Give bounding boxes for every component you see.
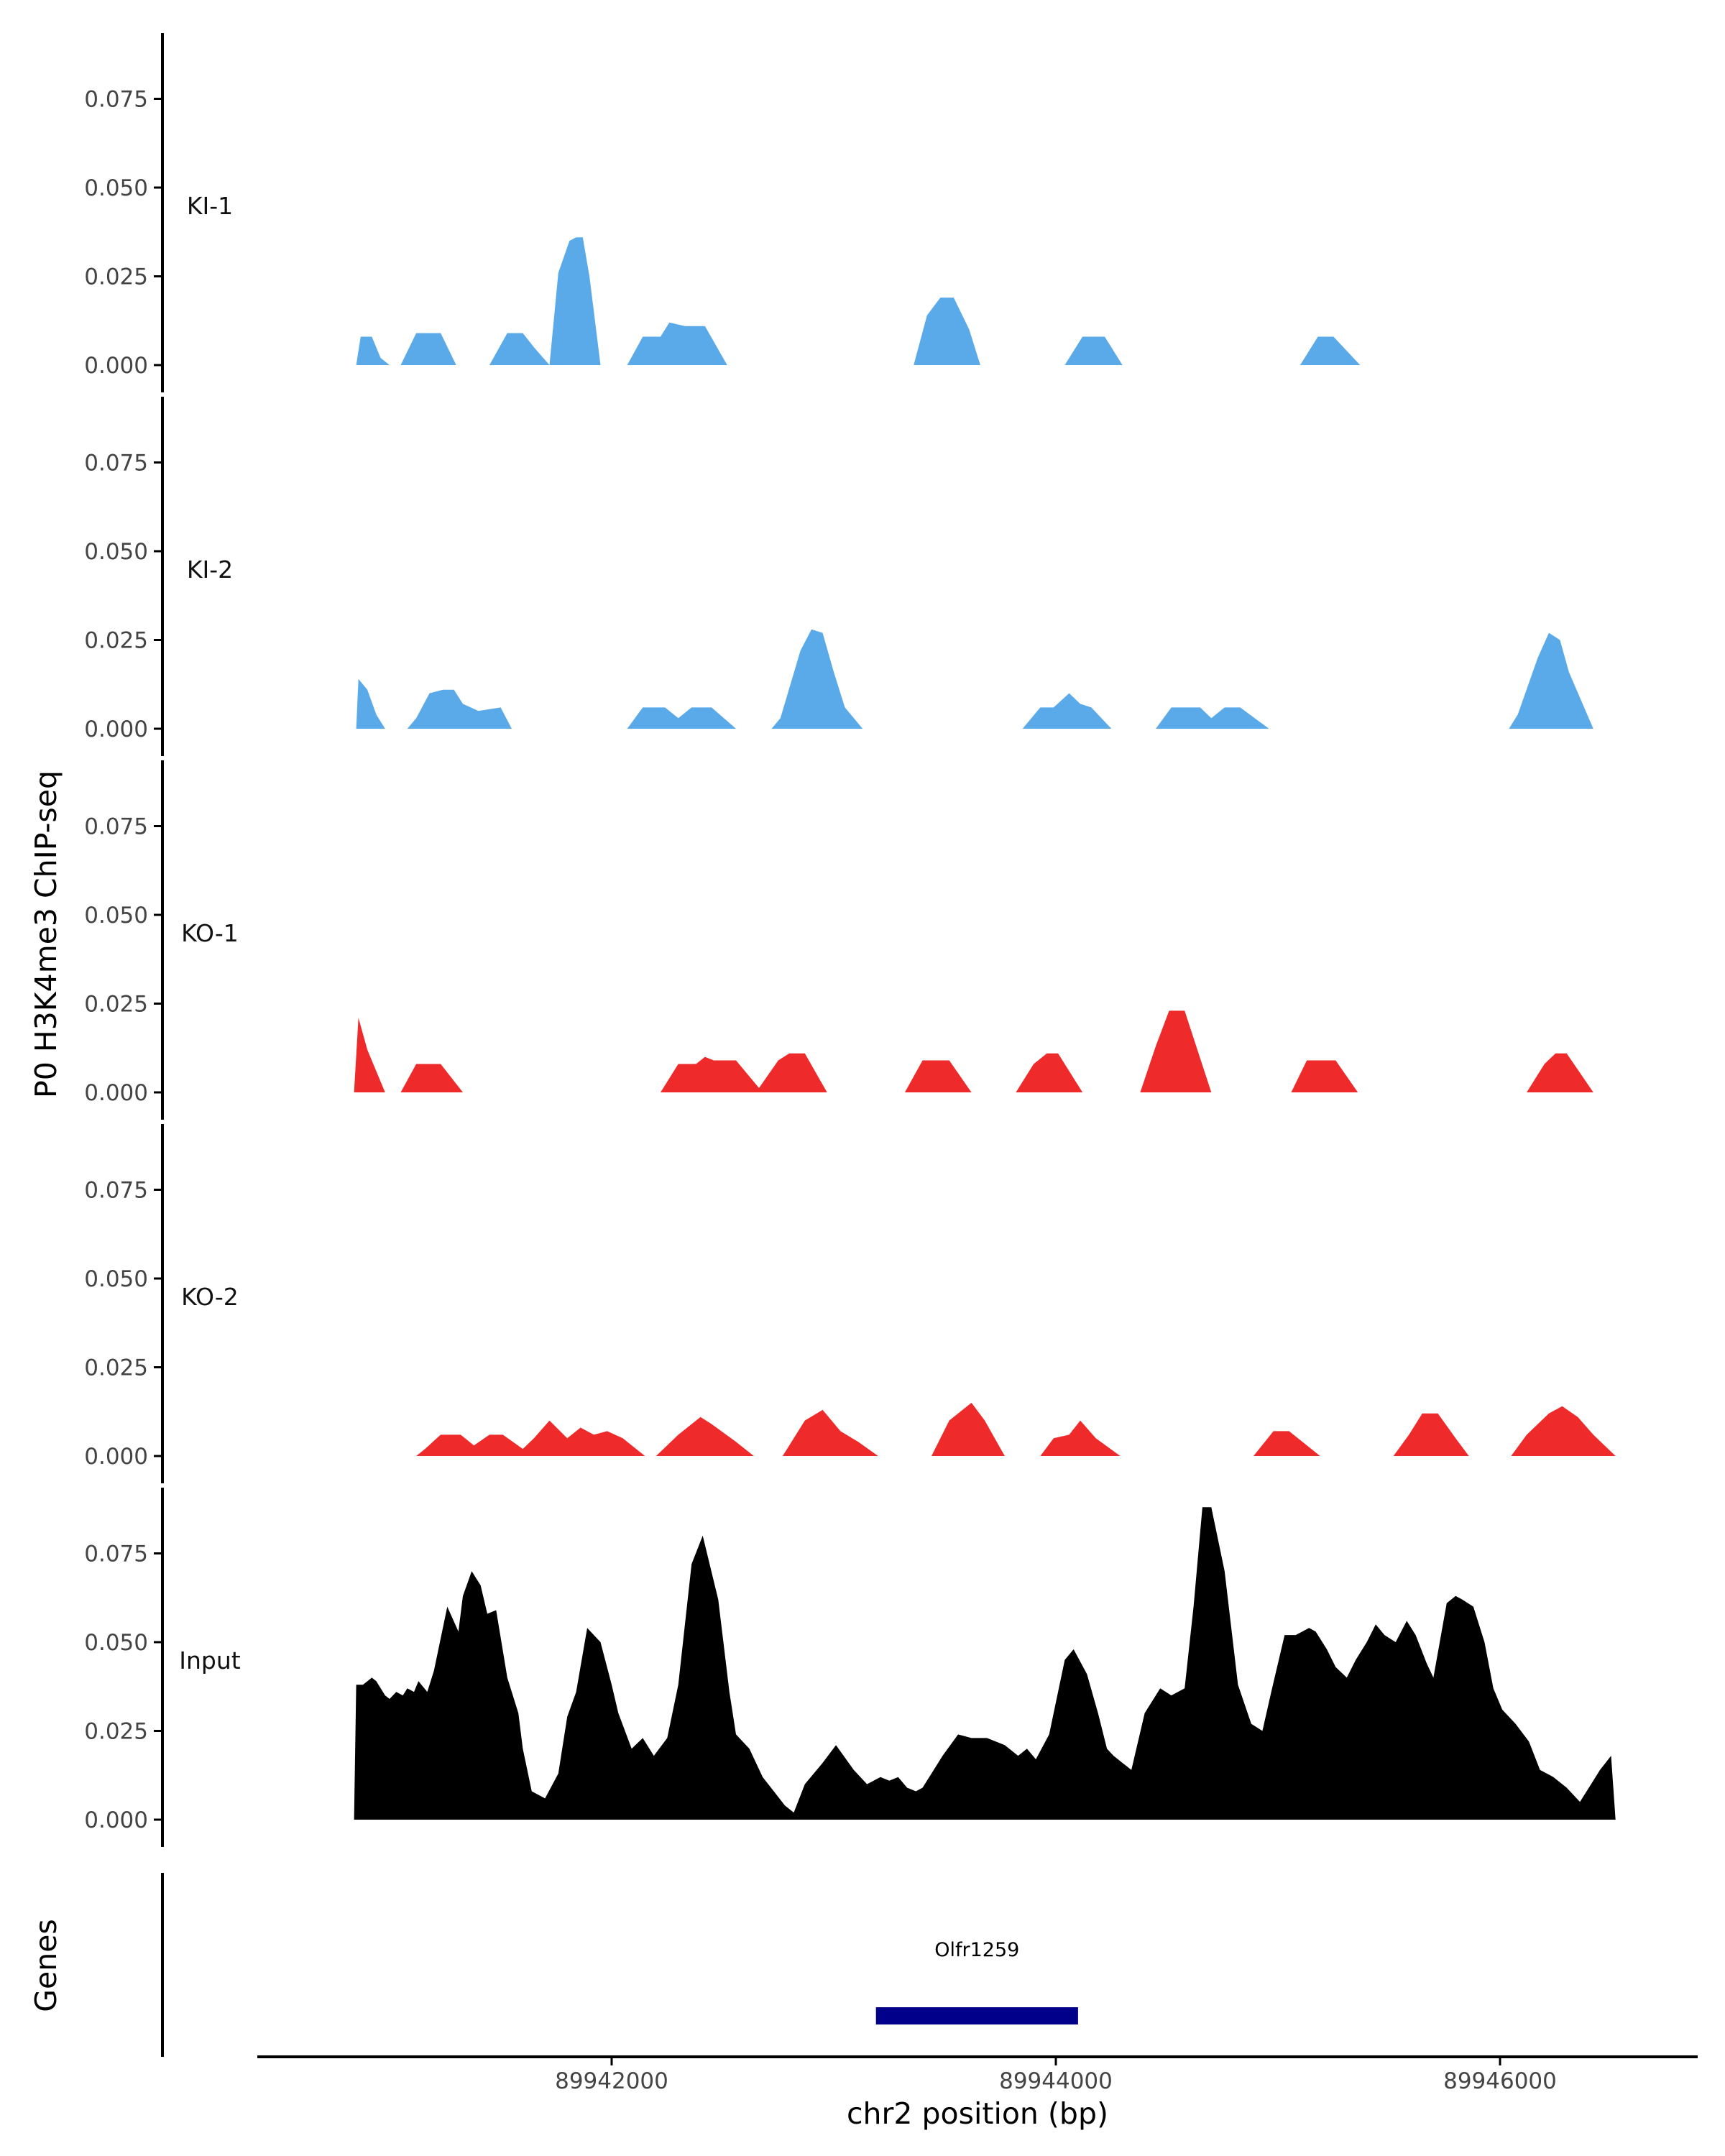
track-panel-ko-1: 0.000 0.025 0.050 0.075 KO-1 [84, 760, 1593, 1120]
y-tick-label: 0.075 [84, 451, 148, 476]
signal-peak-ko-2-4 [932, 1402, 1005, 1456]
signal-peak-ko-2-8 [1511, 1406, 1616, 1456]
track-panels: 0.0000.0250.0500.075KI-10.0000.0250.0500… [84, 33, 1616, 1847]
signal-peak-ko-2-5 [1040, 1420, 1121, 1456]
sample-label: KI-2 [187, 556, 233, 584]
y-tick-label: 0.000 [84, 1444, 148, 1470]
y-tick-label: 0.050 [84, 1266, 148, 1292]
gene-body [875, 2007, 1078, 2024]
y-tick-label: 0.025 [84, 1719, 148, 1745]
track-panel-ki-1: 0.000 0.025 0.050 0.075 KI-1 [84, 33, 1361, 392]
x-tick-label: 89946000 [1443, 2068, 1557, 2094]
track-panel-ko-2: 0.000 0.025 0.050 0.075 KO-2 [84, 1124, 1616, 1483]
x-axis: 89942000 89944000 89946000 chr2 position (… [257, 2055, 1698, 2131]
signal-peak-ko-2-7 [1393, 1413, 1469, 1456]
signal-peak-ki-2-4 [771, 629, 863, 729]
gene-panel: Genes Olfr1259 [29, 1873, 1078, 2057]
y-tick-label: 0.075 [84, 1178, 148, 1204]
signal-peak-ki-1-8 [1300, 336, 1361, 365]
signal-peak-ko-2-1 [416, 1420, 645, 1456]
sample-label: Input [179, 1646, 241, 1674]
track-panel-input: 0.000 0.025 0.050 0.075 Input [84, 1488, 1616, 1847]
signal-peak-ki-1-3 [489, 333, 550, 365]
y-tick-label: 0.075 [84, 814, 148, 840]
signal-peak-ki-1-6 [914, 298, 980, 365]
signal-peak-ki-2-3 [627, 707, 736, 729]
signal-peak-ki-1-1 [356, 336, 390, 365]
y-tick-label: 0.000 [84, 353, 148, 379]
signal-peak-ko-1-4 [755, 1053, 827, 1092]
x-ticks: 89942000 89944000 89946000 [555, 2057, 1557, 2094]
x-axis-title: chr2 position (bp) [847, 2096, 1108, 2131]
signal-peak-ko-1-9 [1527, 1053, 1593, 1092]
x-tick-label: 89942000 [555, 2068, 668, 2094]
signal-peak-ko-1-2 [400, 1064, 463, 1092]
signal-peak-ki-1-5 [627, 322, 727, 365]
signal-peak-ki-2-7 [1509, 632, 1593, 729]
signal-peak-ki-2-6 [1156, 707, 1269, 729]
y-tick-label: 0.050 [84, 1630, 148, 1656]
signal-peak-ko-1-5 [904, 1060, 972, 1092]
gene-list: Olfr1259 [875, 1939, 1078, 2024]
y-tick-label: 0.075 [84, 87, 148, 113]
y-tick-label: 0.050 [84, 903, 148, 929]
y-tick-label: 0.000 [84, 717, 148, 742]
y-tick-label: 0.025 [84, 992, 148, 1018]
gene-panel-title: Genes [29, 1919, 63, 2012]
y-tick-label: 0.075 [84, 1542, 148, 1567]
y-tick-label: 0.000 [84, 1807, 148, 1833]
sample-label: KO-1 [181, 919, 239, 947]
y-tick-label: 0.025 [84, 628, 148, 654]
y-tick-label: 0.025 [84, 1355, 148, 1381]
y-tick-label: 0.025 [84, 264, 148, 290]
x-tick-label: 89944000 [999, 2068, 1113, 2094]
signal-peak-ki-2-1 [356, 678, 385, 729]
signal-peak-input-1 [354, 1507, 1616, 1820]
signal-peak-ko-1-7 [1140, 1010, 1212, 1092]
signal-peak-ki-2-5 [1022, 693, 1112, 729]
track-panel-ki-2: 0.000 0.025 0.050 0.075 KI-2 [84, 397, 1593, 756]
sample-label: KO-2 [181, 1283, 239, 1311]
signal-peak-ki-1-2 [400, 333, 456, 365]
signal-peak-ki-1-4 [549, 237, 601, 365]
signal-peak-ko-2-6 [1254, 1431, 1320, 1456]
y-tick-label: 0.050 [84, 539, 148, 565]
sample-label: KI-1 [187, 192, 233, 220]
signal-peak-ko-1-8 [1291, 1060, 1358, 1092]
signal-peak-ki-2-2 [407, 689, 512, 729]
y-tick-label: 0.000 [84, 1080, 148, 1106]
y-axis-title: P0 H3K4me3 ChIP-seq [29, 770, 63, 1098]
signal-peak-ko-1-1 [354, 1018, 385, 1092]
signal-peak-ko-2-2 [656, 1416, 754, 1456]
signal-peak-ki-1-7 [1064, 336, 1123, 365]
gene-name-label: Olfr1259 [934, 1939, 1019, 1961]
signal-peak-ko-1-6 [1016, 1053, 1083, 1092]
signal-peak-ko-2-3 [782, 1409, 878, 1456]
signal-peak-ko-1-3 [661, 1056, 763, 1092]
y-tick-label: 0.050 [84, 175, 148, 201]
